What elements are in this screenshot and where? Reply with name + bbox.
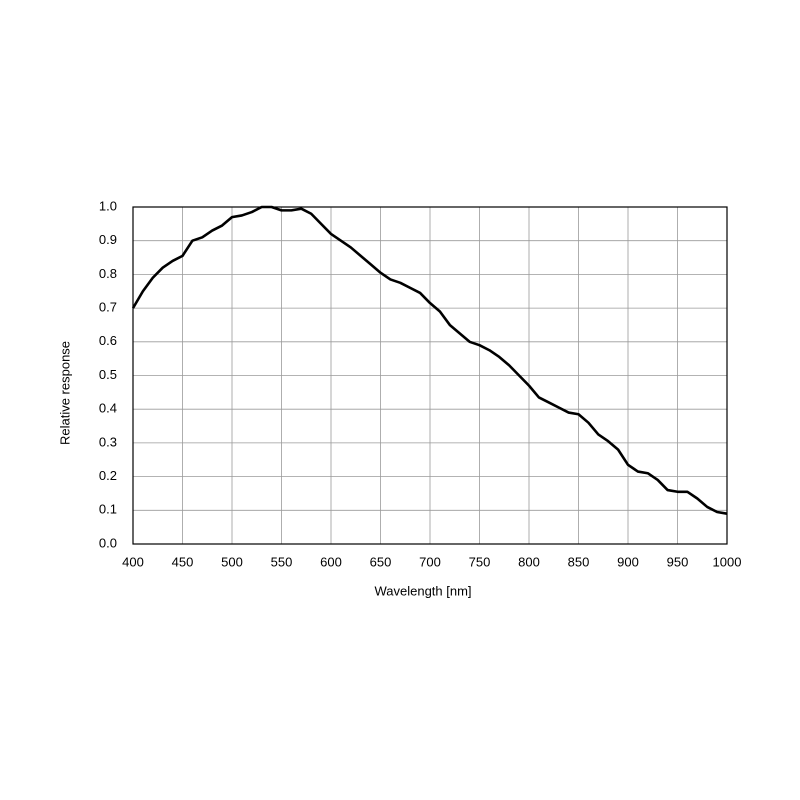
y-tick-label: 0.7 [99,300,117,315]
y-tick-label: 1.0 [99,198,117,213]
x-tick-label: 1000 [713,554,742,569]
y-tick-label: 0.9 [99,232,117,247]
x-tick-label: 450 [172,554,194,569]
plot-frame [132,206,728,545]
x-tick-label: 400 [122,554,144,569]
x-tick-label: 800 [518,554,540,569]
x-tick-label: 900 [617,554,639,569]
x-tick-label: 600 [320,554,342,569]
x-tick-label: 500 [221,554,243,569]
y-tick-label: 0.5 [99,367,117,382]
y-tick-label: 0.0 [99,535,117,550]
y-tick-label: 0.8 [99,266,117,281]
y-tick-label: 0.4 [99,401,117,416]
x-tick-label: 650 [370,554,392,569]
x-tick-label: 700 [419,554,441,569]
data-line [131,205,728,515]
y-tick-label: 0.2 [99,468,117,483]
y-tick-label: 0.3 [99,434,117,449]
x-tick-label: 550 [271,554,293,569]
x-tick-label: 950 [667,554,689,569]
x-tick-label: 750 [469,554,491,569]
x-axis-label: Wavelength [nm] [374,583,471,598]
y-axis-label: Relative response [57,341,72,445]
y-tick-label: 0.6 [99,333,117,348]
x-tick-label: 850 [568,554,590,569]
y-tick-label: 0.1 [99,502,117,517]
